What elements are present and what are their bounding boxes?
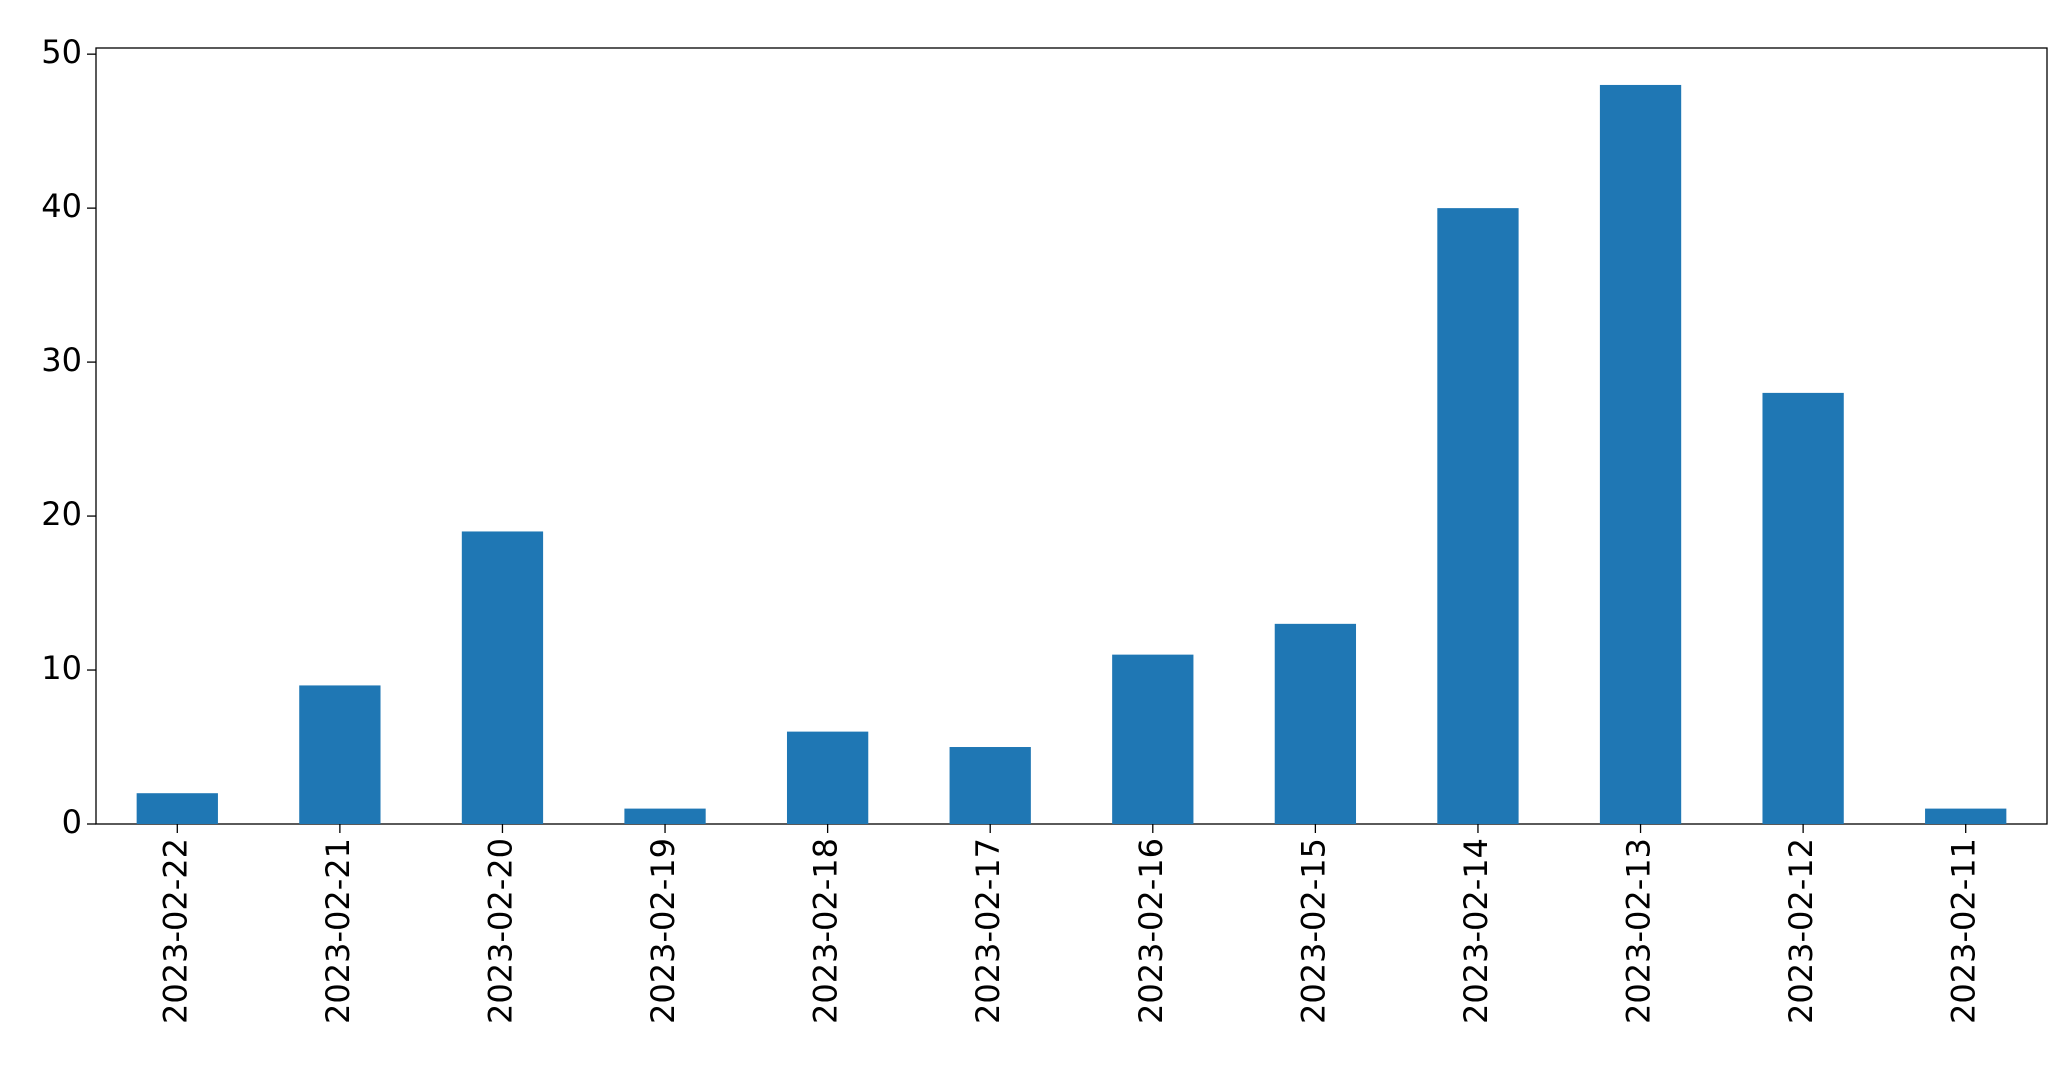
x-tick-label: 2023-02-14 (1457, 838, 1495, 1024)
bar (136, 793, 218, 824)
x-tick-label: 2023-02-20 (481, 838, 519, 1024)
bar (624, 808, 706, 824)
plot-frame (95, 47, 2048, 825)
y-tick-label: 30 (41, 341, 82, 379)
x-tick-label: 2023-02-17 (969, 838, 1007, 1024)
y-tick-label: 50 (41, 33, 82, 71)
bar (1274, 623, 1357, 824)
x-tick-label: 2023-02-22 (156, 838, 194, 1024)
x-tick-label: 2023-02-11 (1945, 838, 1983, 1024)
x-tick-label: 2023-02-16 (1132, 838, 1170, 1024)
y-tick-label: 0 (62, 803, 82, 841)
y-tick-label: 40 (41, 187, 82, 225)
bar (1925, 808, 2007, 824)
x-tick-label: 2023-02-21 (319, 838, 357, 1024)
x-tick-label: 2023-02-12 (1782, 838, 1820, 1024)
y-tick-label: 20 (41, 495, 82, 533)
x-tick-label: 2023-02-13 (1620, 838, 1658, 1024)
bar (786, 731, 869, 824)
bar (1599, 84, 1682, 824)
bar (1437, 208, 1519, 825)
x-tick-label: 2023-02-19 (644, 838, 682, 1024)
bar (1762, 392, 1844, 824)
bar (461, 531, 544, 824)
y-tick-label: 10 (41, 649, 82, 687)
bar (949, 747, 1031, 824)
bar (1112, 654, 1194, 824)
x-tick-label: 2023-02-18 (807, 838, 845, 1024)
bar (299, 685, 381, 824)
x-tick-label: 2023-02-15 (1294, 838, 1332, 1024)
